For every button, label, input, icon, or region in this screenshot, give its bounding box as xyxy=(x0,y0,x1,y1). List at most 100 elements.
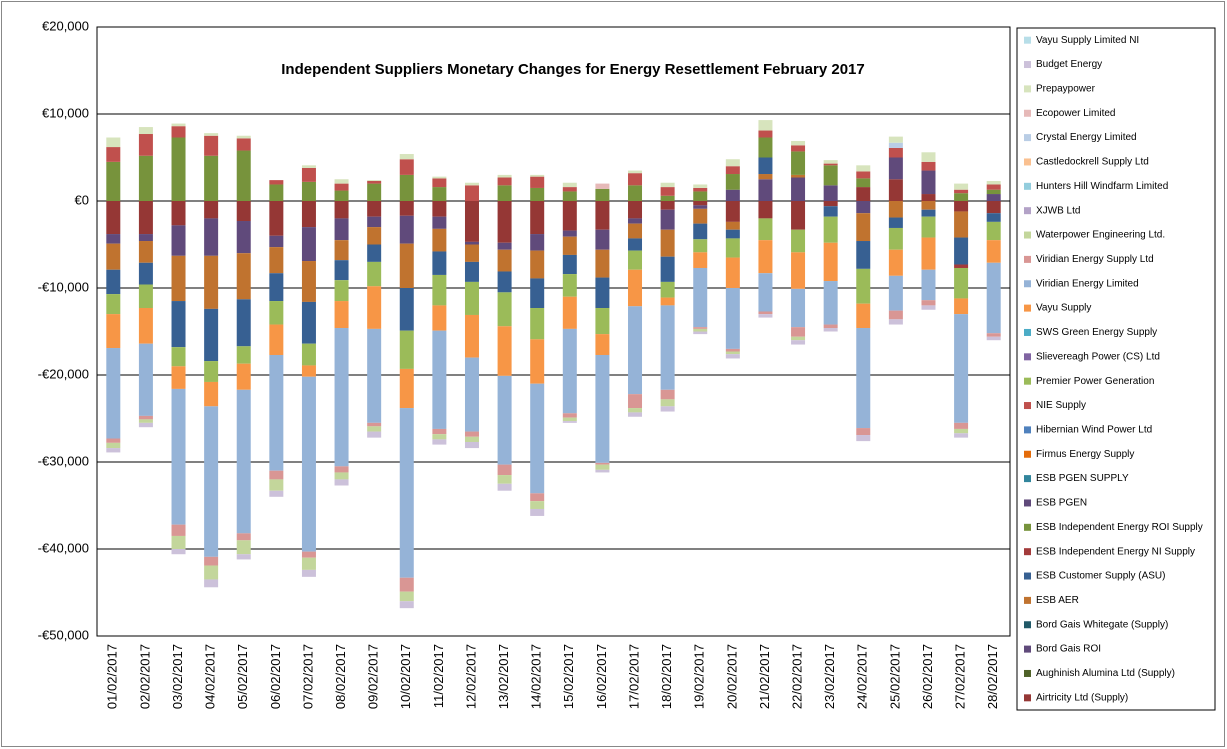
bar-segment xyxy=(758,157,773,175)
bar-segment xyxy=(856,303,871,329)
legend-swatch xyxy=(1024,182,1031,190)
bar-segment xyxy=(758,314,773,318)
bar-segment xyxy=(921,209,936,217)
bar-segment xyxy=(399,154,414,160)
bar-segment xyxy=(595,183,610,189)
bar-segment xyxy=(106,294,121,315)
bar-segment xyxy=(334,260,349,281)
bar-segment xyxy=(921,300,936,306)
bar-segment xyxy=(758,179,773,201)
x-tick-label: 26/02/2017 xyxy=(920,644,935,709)
legend-label: Aughinish Alumina Ltd (Supply) xyxy=(1036,668,1175,679)
bar-segment xyxy=(856,171,871,179)
bar-segment xyxy=(106,234,121,244)
bar-segment xyxy=(269,247,284,274)
bar-segment xyxy=(791,229,806,253)
bar-segment xyxy=(367,261,382,287)
x-tick-label: 22/02/2017 xyxy=(789,644,804,709)
bar-segment xyxy=(693,205,708,209)
bar-segment xyxy=(432,228,447,252)
bar-segment xyxy=(562,274,577,297)
bar-segment xyxy=(464,201,479,242)
legend-label: Hunters Hill Windfarm Limited xyxy=(1036,181,1168,192)
bar-segment xyxy=(595,462,610,465)
bar-segment xyxy=(269,235,284,248)
bar-segment xyxy=(888,179,903,201)
x-tick-label: 20/02/2017 xyxy=(724,644,739,709)
bar-segment xyxy=(367,286,382,329)
bar-segment xyxy=(399,591,414,602)
bar-segment xyxy=(758,137,773,158)
bar-segment xyxy=(204,255,219,309)
legend-label: SWS Green Energy Supply xyxy=(1036,327,1157,338)
bar-segment xyxy=(595,464,610,470)
bar-segment xyxy=(986,221,1001,241)
bar-segment xyxy=(236,299,251,347)
bar-segment xyxy=(725,257,740,288)
legend-swatch xyxy=(1024,450,1031,458)
bar-segment xyxy=(236,554,251,560)
bar-segment xyxy=(399,174,414,201)
legend-label: XJWB Ltd xyxy=(1036,205,1080,216)
bar-segment xyxy=(562,182,577,188)
bar-segment xyxy=(171,201,186,226)
bar-segment xyxy=(530,201,545,235)
bar-segment xyxy=(530,508,545,516)
legend-label: ESB Customer Supply (ASU) xyxy=(1036,571,1166,582)
bar-segment xyxy=(921,305,936,310)
bar-segment xyxy=(269,324,284,355)
bar-segment xyxy=(334,179,349,184)
bar-segment xyxy=(823,242,838,282)
bar-segment xyxy=(888,310,903,320)
bar-segment xyxy=(562,413,577,418)
bar-segment xyxy=(301,376,316,552)
bar-segment xyxy=(725,189,740,201)
y-tick-label: -€40,000 xyxy=(38,540,89,555)
bar-segment xyxy=(888,136,903,143)
bar-segment xyxy=(530,176,545,188)
bar-segment xyxy=(660,281,675,298)
bar-segment xyxy=(334,190,349,201)
bar-segment xyxy=(986,333,1001,337)
bar-segment xyxy=(562,328,577,414)
legend-label: Vayu Supply Limited NI xyxy=(1036,35,1139,46)
bar-segment xyxy=(106,314,121,349)
bar-segment xyxy=(464,441,479,449)
bar-segment xyxy=(399,243,414,288)
legend-label: ESB Independent Energy ROI Supply xyxy=(1036,522,1203,533)
bar-segment xyxy=(432,251,447,275)
bar-segment xyxy=(367,431,382,438)
bar-segment xyxy=(204,579,219,588)
bar-segment xyxy=(562,187,577,192)
legend-label: Budget Energy xyxy=(1036,59,1102,70)
bar-segment xyxy=(758,311,773,315)
bar-segment xyxy=(823,328,838,332)
bar-segment xyxy=(367,180,382,184)
legend-swatch xyxy=(1024,402,1031,410)
bar-segment xyxy=(497,201,512,243)
bar-segment xyxy=(693,252,708,268)
bar-segment xyxy=(334,218,349,241)
bar-segment xyxy=(791,177,806,201)
bar-segment xyxy=(693,328,708,332)
legend-swatch xyxy=(1024,255,1031,263)
bar-segment xyxy=(497,292,512,327)
bar-segment xyxy=(106,442,121,449)
bar-segment xyxy=(562,417,577,422)
legend-label: Hibernian Wind Power Ltd xyxy=(1036,425,1152,436)
bar-segment xyxy=(269,273,284,302)
bar-segment xyxy=(693,331,708,335)
bar-segment xyxy=(171,123,186,127)
bar-segment xyxy=(171,126,186,138)
bar-segment xyxy=(399,288,414,331)
bar-segment xyxy=(758,174,773,180)
legend-swatch xyxy=(1024,61,1031,69)
bar-segment xyxy=(823,324,838,329)
bar-segment xyxy=(464,241,479,245)
bar-segment xyxy=(399,330,414,369)
bar-segment xyxy=(823,216,838,243)
bar-segment xyxy=(725,159,740,167)
bar-segment xyxy=(432,216,447,229)
bar-segment xyxy=(399,368,414,409)
x-tick-label: 27/02/2017 xyxy=(953,644,968,709)
